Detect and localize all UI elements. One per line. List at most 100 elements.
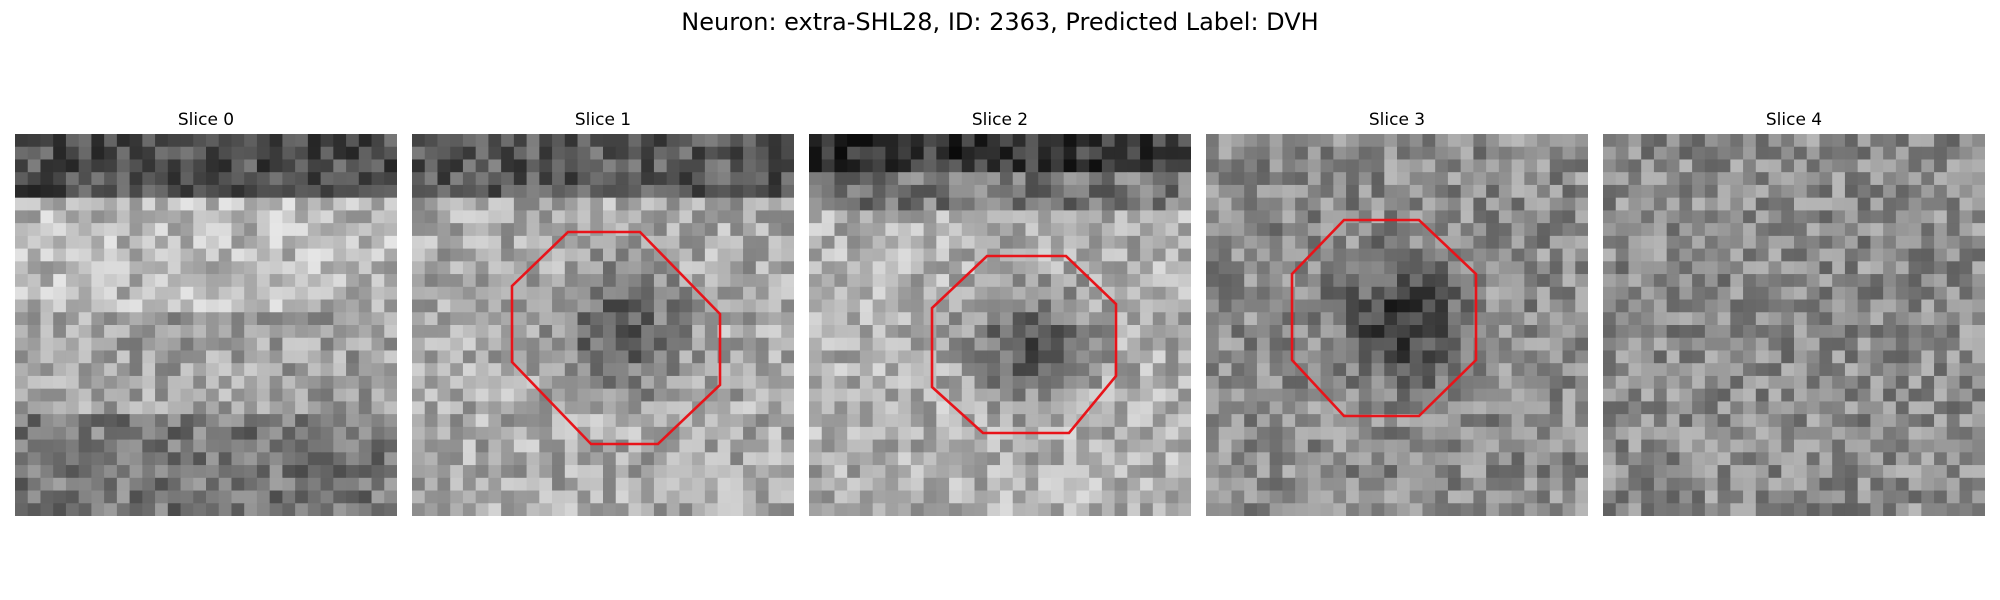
image-pixel — [923, 439, 937, 453]
image-pixel — [1460, 465, 1474, 479]
image-pixel — [116, 414, 131, 428]
image-pixel — [1549, 388, 1564, 402]
image-pixel — [1244, 223, 1258, 237]
image-pixel — [552, 274, 566, 288]
image-pixel — [1244, 490, 1258, 504]
image-pixel — [1397, 159, 1411, 173]
image-pixel — [821, 363, 835, 377]
image-pixel — [282, 363, 296, 377]
image-pixel — [15, 363, 29, 377]
image-pixel — [244, 388, 258, 402]
image-pixel — [590, 146, 604, 160]
image-pixel — [193, 223, 207, 237]
image-pixel — [949, 350, 963, 364]
image-pixel — [755, 503, 770, 516]
image-pixel — [412, 223, 426, 237]
image-pixel — [1101, 414, 1116, 428]
image-pixel — [462, 490, 477, 504]
image-pixel — [320, 363, 334, 377]
image-pixel — [1511, 248, 1525, 262]
image-pixel — [15, 312, 29, 326]
image-pixel — [1653, 261, 1668, 275]
image-pixel — [65, 375, 80, 390]
image-pixel — [590, 261, 604, 275]
image-pixel — [91, 477, 105, 492]
image-pixel — [320, 401, 334, 415]
image-pixel — [295, 299, 309, 313]
image-pixel — [1921, 414, 1935, 428]
image-pixel — [142, 452, 156, 466]
image-pixel — [885, 503, 899, 516]
image-pixel — [206, 401, 220, 415]
image-pixel — [1256, 184, 1271, 199]
image-pixel — [692, 426, 706, 441]
image-pixel — [412, 465, 426, 479]
image-pixel — [1603, 223, 1617, 237]
image-pixel — [1165, 439, 1179, 453]
image-pixel — [834, 465, 848, 479]
image-pixel — [526, 337, 540, 351]
image-pixel — [1320, 248, 1334, 262]
image-pixel — [1704, 261, 1719, 275]
image-pixel — [295, 414, 309, 428]
image-pixel — [193, 452, 207, 466]
image-pixel — [488, 210, 502, 224]
image-pixel — [450, 235, 464, 250]
image-pixel — [987, 299, 1001, 313]
image-pixel — [641, 350, 655, 364]
image-pixel — [910, 414, 925, 428]
image-pixel — [180, 184, 194, 199]
image-pixel — [206, 210, 220, 224]
image-pixel — [743, 465, 757, 479]
image-pixel — [1231, 312, 1245, 326]
image-pixel — [1063, 375, 1077, 390]
image-pixel — [1628, 439, 1642, 453]
image-pixel — [615, 388, 629, 402]
image-pixel — [1524, 350, 1538, 364]
image-pixel — [1743, 503, 1757, 516]
image-pixel — [653, 414, 668, 428]
image-pixel — [142, 286, 156, 301]
image-pixel — [1000, 184, 1014, 199]
image-pixel — [1717, 503, 1731, 516]
image-pixel — [768, 223, 782, 237]
image-pixel — [577, 274, 591, 288]
image-pixel — [1397, 401, 1411, 415]
image-pixel — [961, 184, 976, 199]
image-pixel — [1524, 414, 1538, 428]
image-pixel — [1231, 363, 1245, 377]
image-pixel — [1384, 274, 1398, 288]
image-pixel — [974, 388, 988, 402]
image-pixel — [885, 375, 899, 390]
image-pixel — [974, 197, 988, 211]
image-pixel — [78, 210, 92, 224]
image-pixel — [885, 184, 899, 199]
image-pixel — [1562, 503, 1576, 516]
image-pixel — [704, 184, 719, 199]
image-pixel — [641, 159, 655, 173]
image-pixel — [282, 159, 296, 173]
image-pixel — [1244, 414, 1258, 428]
image-pixel — [1908, 286, 1922, 301]
image-pixel — [475, 503, 489, 516]
image-pixel — [78, 235, 92, 250]
image-pixel — [717, 426, 731, 441]
image-pixel — [40, 414, 54, 428]
image-pixel — [666, 439, 680, 453]
image-pixel — [78, 363, 92, 377]
image-pixel — [1794, 248, 1808, 262]
image-pixel — [412, 490, 426, 504]
image-pixel — [1000, 286, 1014, 301]
image-pixel — [1934, 363, 1948, 377]
image-pixel — [1615, 286, 1629, 301]
image-pixel — [1076, 146, 1090, 160]
image-pixel — [333, 388, 347, 402]
image-pixel — [1524, 274, 1538, 288]
image-pixel — [1730, 159, 1744, 173]
image-pixel — [1307, 184, 1322, 199]
image-pixel — [346, 261, 360, 275]
image-pixel — [1435, 337, 1449, 351]
image-pixel — [501, 274, 515, 288]
image-pixel — [1409, 350, 1423, 364]
image-pixel — [1486, 337, 1500, 351]
